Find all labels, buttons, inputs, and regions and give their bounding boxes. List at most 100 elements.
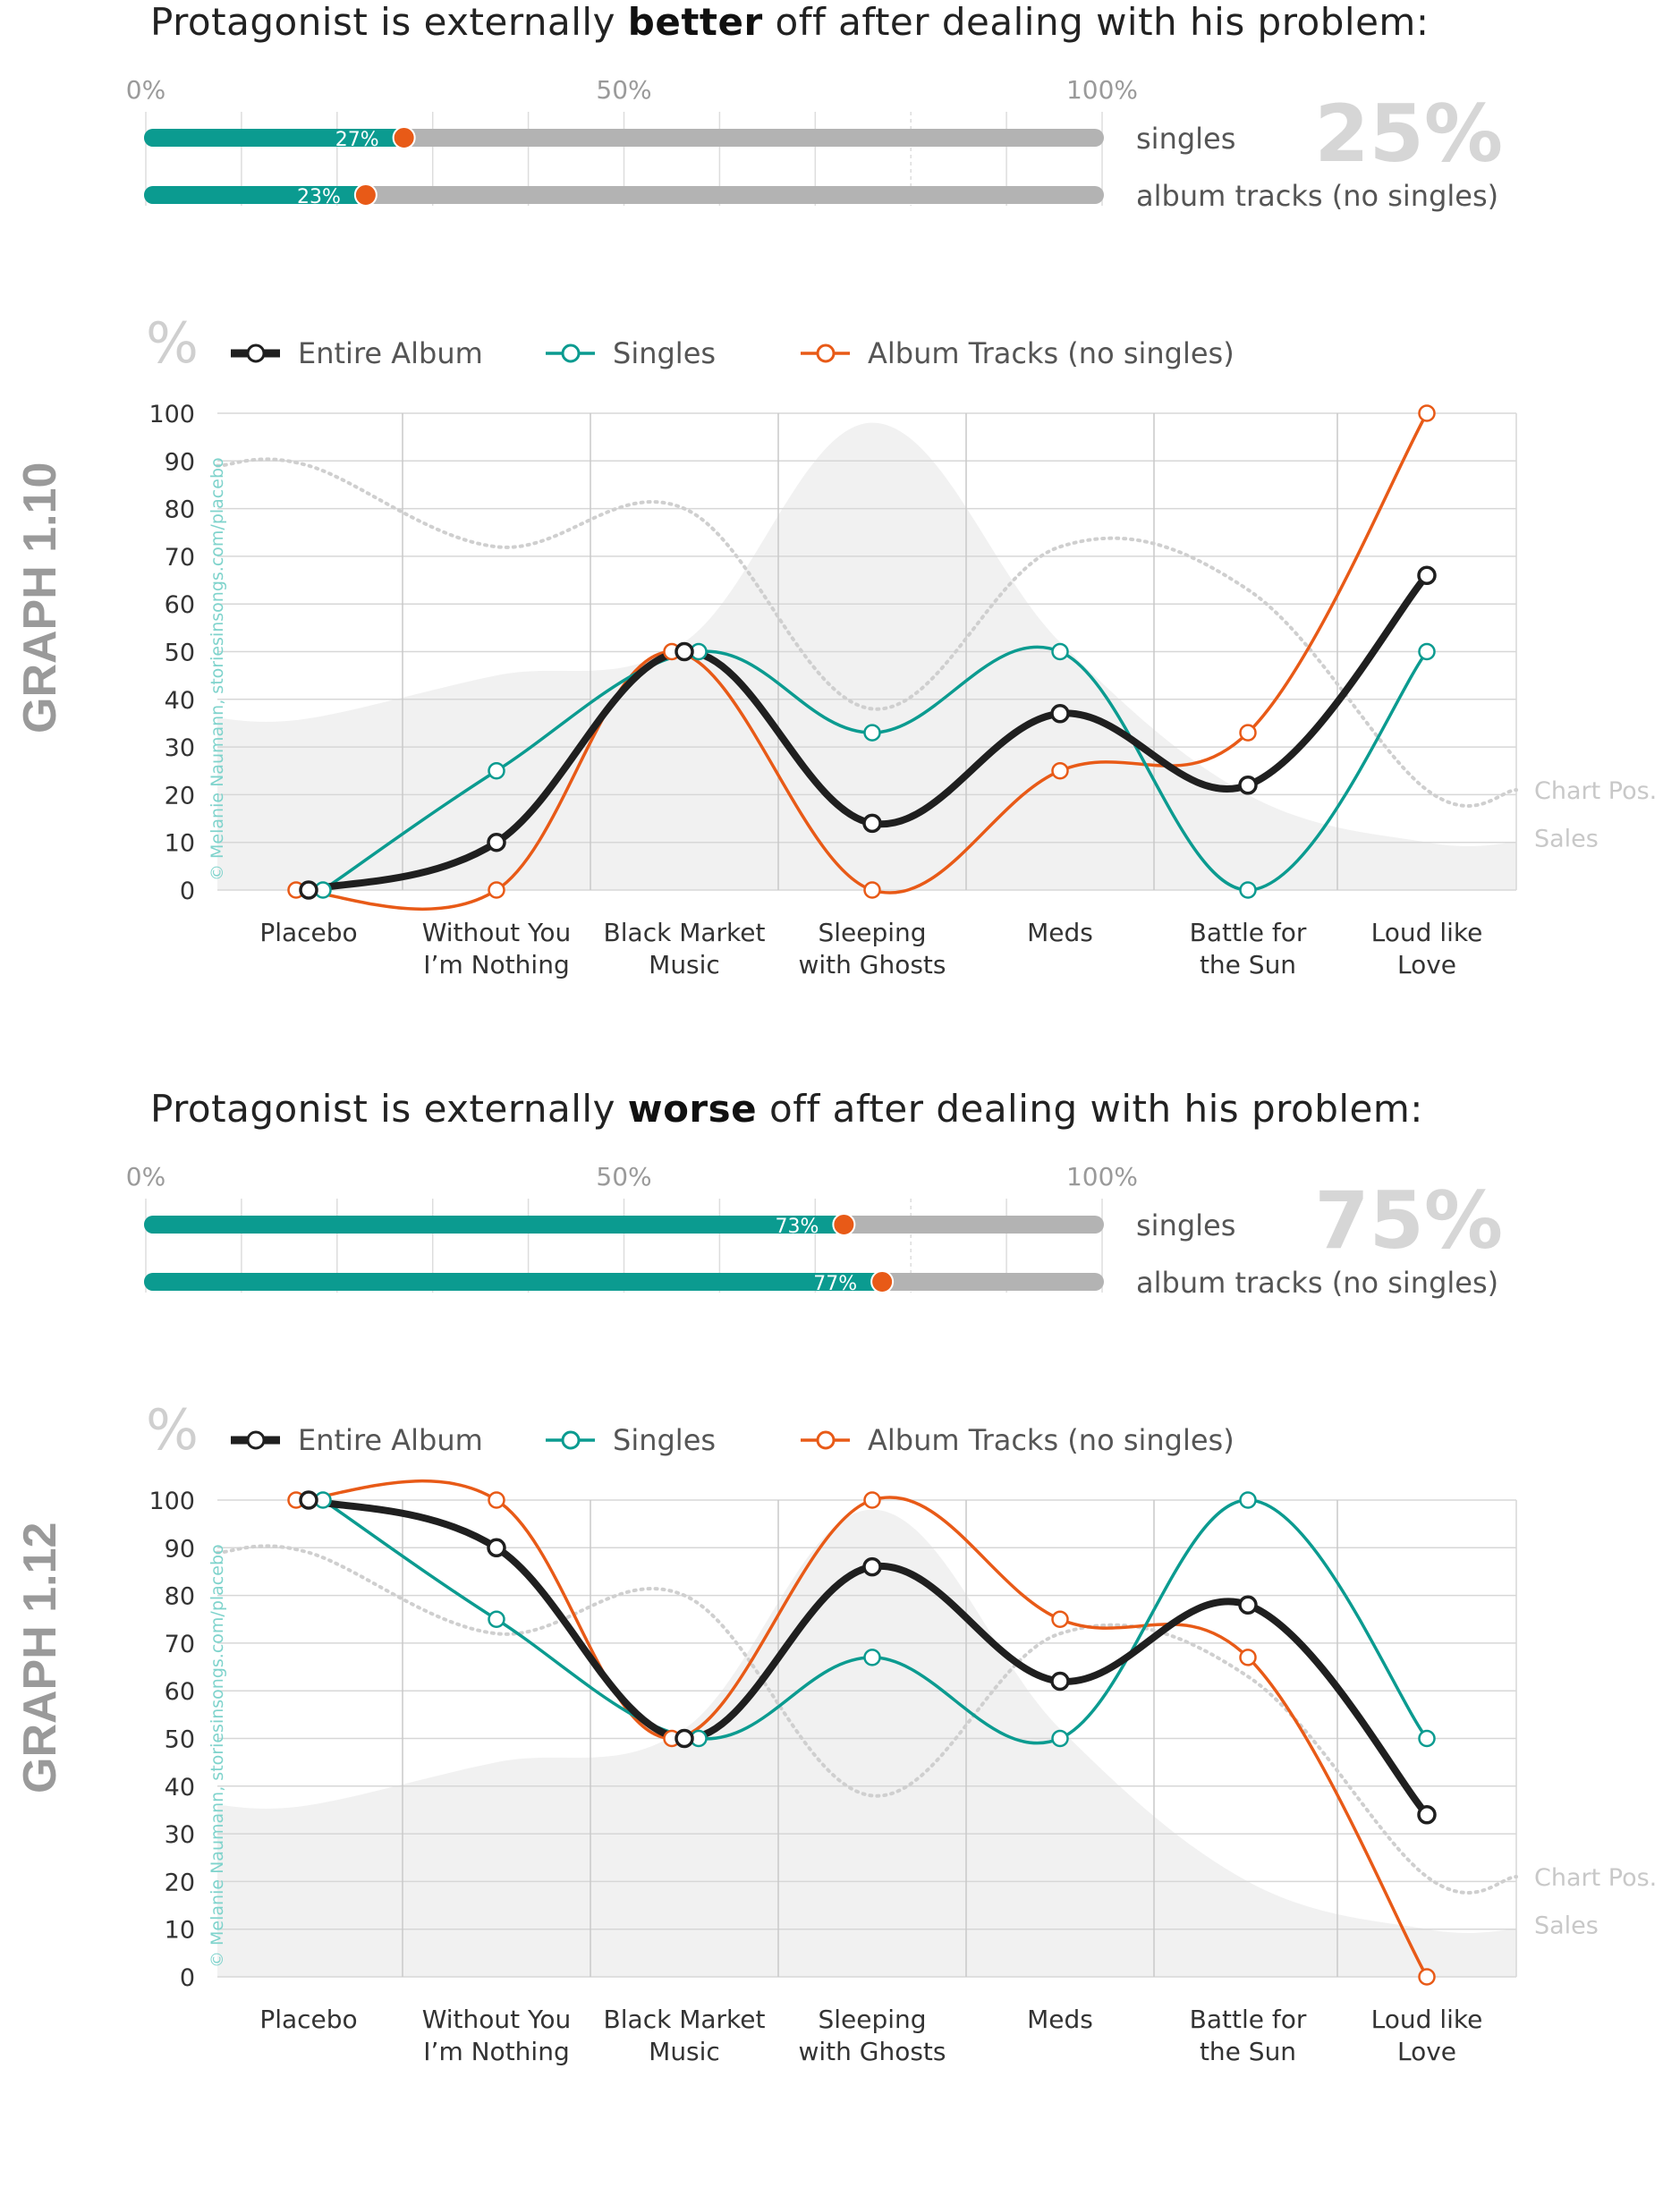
legend-marker xyxy=(561,1430,581,1450)
heading-text: off after dealing with his problem: xyxy=(762,0,1430,44)
data-point xyxy=(299,1490,318,1510)
y-tick-label: 40 xyxy=(165,687,195,715)
y-tick-label: 10 xyxy=(165,1917,195,1945)
heading-text: off after dealing with his problem: xyxy=(757,1087,1423,1131)
legend-label: Singles xyxy=(613,1423,716,1457)
x-tick-label: Meds xyxy=(1027,918,1093,947)
x-tick-label: Placebo xyxy=(259,2005,357,2034)
data-point xyxy=(863,1649,881,1666)
section-heading: Protagonist is externally better off aft… xyxy=(150,0,1429,44)
y-axis-unit: % xyxy=(146,310,199,376)
bar-value-label: 73% xyxy=(775,1216,819,1238)
bar-marker xyxy=(832,1213,856,1236)
bar-category-label: singles xyxy=(1136,122,1235,156)
bar-value-label: 27% xyxy=(335,129,379,151)
chart-position-line xyxy=(216,1544,1518,1895)
data-point xyxy=(1418,1968,1436,1986)
y-tick-label: 70 xyxy=(165,1631,195,1658)
data-point xyxy=(488,881,505,899)
x-tick-label: Battle for xyxy=(1190,918,1307,947)
y-axis-unit: % xyxy=(146,1397,199,1463)
y-tick-label: 50 xyxy=(165,1726,195,1754)
sales-area xyxy=(217,1509,1516,1977)
bar-marker xyxy=(870,1270,895,1293)
chart-position-line xyxy=(216,457,1518,808)
data-point xyxy=(862,1556,882,1577)
data-point xyxy=(1238,1595,1258,1615)
data-point xyxy=(1418,1729,1436,1748)
x-tick-label: Sleeping xyxy=(818,2005,926,2034)
legend-label: Album Tracks (no singles) xyxy=(868,336,1235,370)
data-point xyxy=(1239,1649,1257,1666)
y-tick-label: 70 xyxy=(165,544,195,572)
data-point xyxy=(863,881,881,899)
heading-emphasis: worse xyxy=(627,1087,758,1131)
y-tick-label: 90 xyxy=(165,1535,195,1563)
x-tick-label: with Ghosts xyxy=(798,950,946,979)
y-tick-label: 80 xyxy=(165,496,195,524)
data-point xyxy=(488,1491,505,1509)
legend-marker xyxy=(561,343,581,363)
x-tick-label: Without You xyxy=(422,918,572,947)
data-point xyxy=(675,641,694,662)
legend-marker xyxy=(246,1430,266,1450)
bar-value-label: 23% xyxy=(297,186,341,208)
section-graph-1-10: Protagonist is externally better off aft… xyxy=(0,0,1680,1073)
sales-label: Sales xyxy=(1534,826,1599,853)
data-point xyxy=(488,1610,505,1628)
chart-position-label: Chart Pos. xyxy=(1534,1864,1657,1892)
y-tick-label: 10 xyxy=(165,830,195,858)
x-tick-label: I’m Nothing xyxy=(423,950,569,979)
x-tick-label: the Sun xyxy=(1200,950,1296,979)
copyright-text: © Melanie Naumann, storiesinsongs.com/pl… xyxy=(208,1544,227,1968)
big-percent: 75% xyxy=(1314,1174,1503,1267)
series-line-singles xyxy=(321,645,1429,892)
legend-label: Entire Album xyxy=(298,1423,483,1457)
series-line-singles xyxy=(321,1498,1429,1745)
axis-label-0: 0% xyxy=(126,1162,165,1191)
y-tick-label: 100 xyxy=(148,401,195,428)
line-chart: 0 10 20 30 40 50 60 70 80 90 100 Chart Pos. Sales% En… xyxy=(146,1397,1657,2066)
copyright-text: © Melanie Naumann, storiesinsongs.com/pl… xyxy=(208,457,227,881)
big-percent: 25% xyxy=(1314,88,1503,180)
data-point xyxy=(862,813,882,834)
y-tick-label: 90 xyxy=(165,448,195,476)
data-point xyxy=(299,880,318,900)
data-point xyxy=(1238,775,1258,795)
data-point xyxy=(487,832,506,852)
data-point xyxy=(487,1538,506,1558)
section-graph-1-12: Protagonist is externally worse off afte… xyxy=(0,1087,1680,2071)
legend-label: Album Tracks (no singles) xyxy=(868,1423,1235,1457)
x-tick-label: Music xyxy=(649,950,720,979)
y-tick-label: 20 xyxy=(165,1869,195,1896)
y-tick-label: 100 xyxy=(148,1488,195,1515)
data-point xyxy=(1417,565,1437,585)
x-tick-label: Love xyxy=(1397,950,1456,979)
x-tick-label: Loud like xyxy=(1371,2005,1483,2034)
sales-area xyxy=(217,422,1516,890)
data-point xyxy=(488,762,505,780)
bar-marker xyxy=(353,183,378,207)
bar-value-label: 77% xyxy=(813,1273,857,1295)
legend-label: Singles xyxy=(613,336,716,370)
x-tick-label: Sleeping xyxy=(818,918,926,947)
data-point xyxy=(1418,642,1436,661)
legend-marker xyxy=(816,1430,836,1450)
data-point xyxy=(1051,762,1069,780)
axis-label-50: 50% xyxy=(596,75,651,105)
data-point xyxy=(1050,704,1070,724)
data-point xyxy=(1239,724,1257,742)
data-point xyxy=(1239,1491,1257,1509)
y-tick-label: 30 xyxy=(165,734,195,762)
heading-emphasis: better xyxy=(627,0,763,44)
y-tick-label: 60 xyxy=(165,591,195,619)
legend-marker xyxy=(246,343,266,363)
x-tick-label: Music xyxy=(649,2037,720,2066)
x-tick-label: Meds xyxy=(1027,2005,1093,2034)
axis-label-100: 100% xyxy=(1066,75,1138,105)
percentage-bars: 0% 50% 100% 73% singles 77% album tracks (no s… xyxy=(126,1162,1503,1300)
y-tick-label: 20 xyxy=(165,782,195,810)
x-tick-label: Battle for xyxy=(1190,2005,1307,2034)
sales-label: Sales xyxy=(1534,1912,1599,1940)
x-tick-label: the Sun xyxy=(1200,2037,1296,2066)
